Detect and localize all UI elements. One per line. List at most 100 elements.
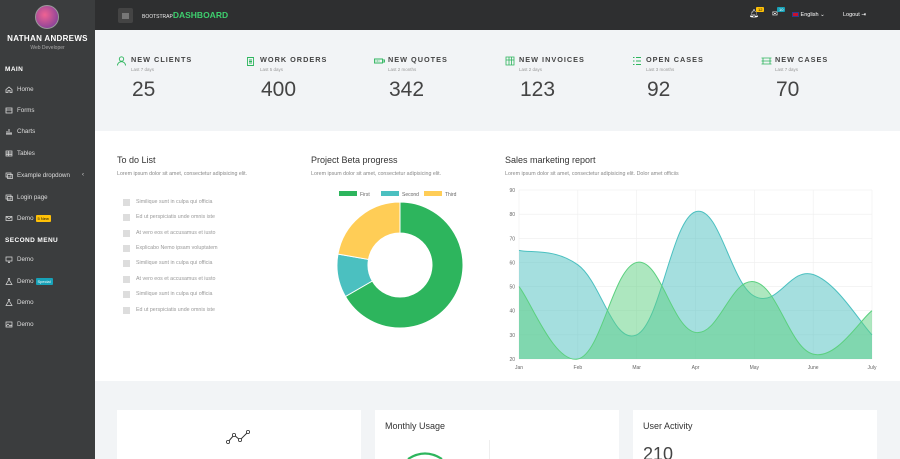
todo-subtitle: Lorem ipsum dolor sit amet, consectetur … — [117, 171, 248, 177]
stat-value: 92 — [647, 78, 671, 101]
todo-item[interactable]: Ed ut perspiciatis unde omnis iste — [123, 211, 215, 223]
legend-label: Third — [445, 192, 457, 198]
sales-title: Sales marketing report — [505, 155, 596, 165]
sidebar-item-demo[interactable]: Demo — [0, 250, 95, 268]
stat-title: OPEN CASES — [646, 55, 704, 64]
sidebar-item-demo[interactable]: Demo — [0, 293, 95, 311]
todo-item[interactable]: Ed ut perspiciatis unde omnis iste — [123, 304, 215, 316]
stat-value: 123 — [520, 78, 556, 101]
sidebar-item-forms[interactable]: Forms — [0, 101, 95, 119]
donut-slice-first[interactable] — [344, 201, 464, 329]
legend-swatch[interactable] — [424, 191, 442, 196]
cases-icon — [761, 56, 772, 66]
todo-checkbox[interactable] — [123, 275, 130, 283]
sidebar-item-label: Example dropdown — [17, 171, 70, 179]
stat-title: NEW CLIENTS — [131, 55, 193, 64]
stat-value: 25 — [132, 78, 156, 101]
usage-gauge-arc — [407, 452, 443, 459]
logout-icon: ⇥ — [861, 12, 866, 18]
sidebar-item-label: Tables — [17, 149, 35, 157]
stat-card: NEW INVOICES Last 2 days 123 — [505, 55, 615, 116]
logout-button[interactable]: Logout ⇥ — [843, 12, 866, 18]
brand-logo[interactable]: BOOTSTRAPDASHBOARD — [142, 10, 228, 20]
todo-checkbox[interactable] — [123, 213, 130, 221]
clipboard-icon — [246, 56, 256, 66]
sidebar-item-demo[interactable]: Demo Special — [0, 272, 95, 290]
envelope-icon[interactable]: ✉ — [772, 11, 778, 18]
sidebar-item-login-page[interactable]: Login page — [0, 188, 95, 206]
stat-subtitle: Last 7 days — [131, 67, 155, 72]
language-label: English — [800, 12, 819, 18]
flask-icon — [5, 298, 13, 306]
todo-item[interactable]: At vero eos et accusamus et iusto — [123, 227, 216, 239]
legend-label: Second — [402, 192, 419, 198]
stat-value: 400 — [261, 78, 297, 101]
stat-card: NEW QUOTES Last 2 months 342 — [374, 55, 484, 116]
project-subtitle: Lorem ipsum dolor sit amet, consectetur … — [311, 171, 442, 177]
sales-subtitle: Lorem ipsum dolor sit amet, consectetur … — [505, 171, 679, 177]
todo-checkbox[interactable] — [123, 244, 130, 252]
x-tick-label: May — [750, 365, 760, 371]
todo-item[interactable]: At vero eos et accusamus et iusto — [123, 273, 216, 285]
flask-icon — [5, 277, 13, 285]
home-icon — [5, 85, 13, 93]
y-tick-label: 90 — [509, 188, 515, 194]
language-dropdown[interactable]: English ⌄ — [792, 12, 825, 18]
quote-icon — [374, 56, 385, 66]
y-tick-label: 30 — [509, 333, 515, 339]
x-tick-label: June — [808, 365, 819, 371]
todo-item-label: At vero eos et accusamus et iusto — [136, 276, 216, 282]
user-role: Web Developer — [30, 45, 65, 51]
todo-item[interactable]: Explicabo Nemo ipsam voluptatem — [123, 242, 218, 254]
user-name: NATHAN ANDREWS — [7, 34, 88, 43]
login-icon — [5, 194, 13, 201]
todo-checkbox[interactable] — [123, 259, 130, 267]
todo-item[interactable]: Similique sunt in culpa qui officia — [123, 288, 212, 300]
todo-checkbox[interactable] — [123, 229, 130, 237]
legend-swatch[interactable] — [339, 191, 357, 196]
series-area-2 — [519, 262, 872, 360]
todo-item-label: Ed ut perspiciatis unde omnis iste — [136, 307, 215, 313]
brand-main: DASHBOARD — [172, 10, 229, 20]
todo-checkbox[interactable] — [123, 290, 130, 298]
sidebar-item-label: Demo — [17, 277, 34, 285]
sidebar-item-label: Demo — [17, 255, 34, 263]
sidebar-item-charts[interactable]: Charts — [0, 122, 95, 140]
legend-label: First — [360, 192, 370, 198]
sidebar-item-example-dropdown[interactable]: Example dropdown ‹ — [0, 166, 95, 184]
stat-value: 342 — [389, 78, 425, 101]
stat-subtitle: Last 2 months — [388, 67, 417, 72]
forms-icon — [5, 107, 13, 114]
series-line-1 — [518, 211, 873, 337]
sidebar-item-tables[interactable]: Tables — [0, 144, 95, 162]
sidebar-item-demo[interactable]: Demo — [0, 315, 95, 333]
donut-slice-third[interactable] — [337, 201, 401, 261]
todo-checkbox[interactable] — [123, 198, 130, 206]
user-activity-value: 210 — [643, 444, 674, 459]
charts-icon — [5, 128, 13, 135]
avatar[interactable] — [35, 5, 59, 29]
trend-card — [117, 410, 361, 459]
stats-row: NEW CLIENTS Last 7 days 25 WORK ORDERS L… — [95, 30, 900, 131]
sidebar-item-label: Demo — [17, 298, 34, 306]
legend-swatch[interactable] — [381, 191, 399, 196]
section-main-heading: MAIN — [5, 66, 24, 73]
menu-toggle-button[interactable] — [118, 8, 133, 23]
donut-chart: First Second Third — [336, 191, 464, 329]
y-tick-label: 20 — [509, 357, 515, 363]
todo-item-label: At vero eos et accusamus et iusto — [136, 230, 216, 236]
trend-line-icon — [226, 429, 250, 444]
sidebar-item-home[interactable]: Home — [0, 80, 95, 98]
sidebar-item-demo[interactable]: Demo 5 New — [0, 209, 95, 227]
todo-title: To do List — [117, 155, 156, 165]
todo-item[interactable]: Similique sunt in culpa qui officia — [123, 196, 212, 208]
divider — [489, 440, 490, 459]
todo-checkbox[interactable] — [123, 306, 130, 314]
todo-item-label: Similique sunt in culpa qui officia — [136, 199, 213, 205]
chevron-left-icon: ‹ — [82, 172, 84, 178]
uk-flag-icon — [792, 12, 799, 18]
sidebar-item-label: Forms — [17, 106, 35, 114]
top-navbar: BOOTSTRAPDASHBOARD 🔔︎ 12 ✉ 10 English ⌄ … — [95, 0, 900, 30]
todo-item[interactable]: Similique sunt in culpa qui officia — [123, 257, 212, 269]
bell-icon[interactable]: 🔔︎ — [749, 9, 760, 18]
